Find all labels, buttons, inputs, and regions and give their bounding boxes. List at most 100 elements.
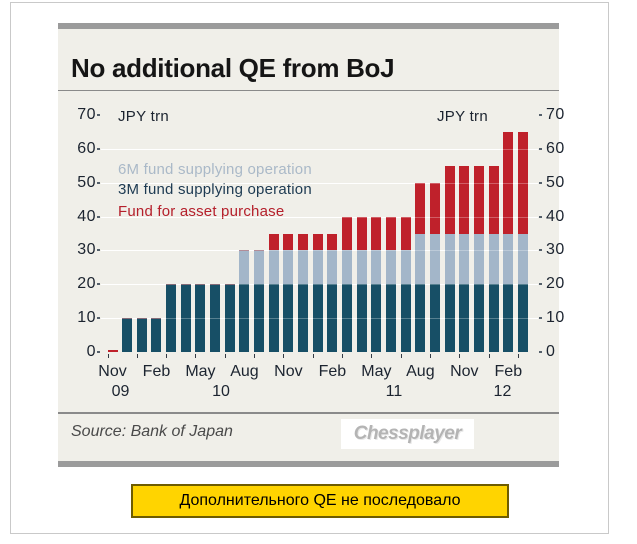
bar-segment-asset — [474, 165, 484, 234]
bar-segment-3m — [503, 284, 514, 352]
legend-item-6m: 6M fund supplying operation — [118, 161, 312, 178]
bar-segment-3m — [386, 284, 397, 352]
bar-aug-11 — [415, 182, 426, 352]
source-text: Source: Bank of Japan — [71, 423, 233, 440]
x-axis-month-feb-15: Feb — [318, 363, 347, 380]
y-tick-right-30 — [539, 249, 542, 252]
x-axis-month-nov-0: Nov — [98, 363, 127, 380]
watermark-logo-text: Chessplayer — [353, 423, 462, 444]
x-axis-month-feb-27: Feb — [494, 363, 523, 380]
bar-segment-3m — [298, 284, 309, 352]
gridline-overlay-30 — [101, 250, 538, 252]
bar-aug-10 — [239, 250, 250, 352]
x-axis-month-nov-12: Nov — [274, 363, 303, 380]
bar-feb-10 — [151, 318, 162, 352]
x-tick-jan-11 — [312, 354, 314, 358]
card-bottom-accent-bar — [58, 461, 559, 467]
x-tick-nov-10 — [283, 354, 285, 358]
y-tick-left-20 — [97, 283, 100, 286]
bar-segment-asset — [283, 233, 294, 251]
footer-divider — [58, 412, 559, 414]
gridline-40 — [101, 216, 538, 218]
bar-segment-3m — [474, 284, 484, 352]
bar-segment-3m — [122, 318, 133, 352]
bar-segment-asset — [327, 233, 338, 251]
bar-segment-3m — [459, 284, 470, 352]
bar-segment-asset — [342, 216, 353, 251]
x-axis-month-may-18: May — [361, 363, 392, 380]
x-axis-month-may-6: May — [185, 363, 216, 380]
caption-text: Дополнительного QE не последовало — [179, 492, 461, 509]
x-axis-year-11: 11 — [385, 383, 403, 400]
y-axis-label-right-70: 70 — [546, 106, 565, 123]
bar-dec-09 — [122, 318, 133, 352]
x-axis-year-10: 10 — [212, 383, 230, 400]
bar-segment-asset — [107, 349, 118, 352]
bar-oct-11 — [444, 165, 455, 352]
y-axis-label-left-70: 70 — [77, 106, 96, 123]
bar-segment-3m — [400, 284, 411, 352]
y-axis-label-right-20: 20 — [546, 275, 565, 293]
x-tick-nov-11 — [459, 354, 461, 358]
y-axis-label-right-60: 60 — [546, 139, 565, 157]
bar-segment-3m — [254, 284, 265, 352]
bar-segment-3m — [430, 284, 441, 352]
y-tick-right-60 — [539, 147, 542, 150]
y-axis-label-left-50: 50 — [77, 173, 96, 191]
y-tick-left-40 — [97, 215, 100, 218]
bar-jul-11 — [400, 216, 411, 352]
bar-may-11 — [371, 216, 382, 352]
x-axis-month-nov-24: Nov — [450, 363, 479, 380]
bar-segment-asset — [430, 182, 441, 234]
bar-segment-3m — [166, 284, 177, 352]
gridline-overlay-20 — [101, 284, 538, 286]
card-top-accent-bar — [58, 23, 559, 29]
x-axis-month-feb-3: Feb — [142, 363, 171, 380]
gridline-overlay-10 — [101, 318, 538, 320]
bar-segment-3m — [136, 318, 147, 352]
bar-segment-3m — [210, 284, 221, 352]
bar-jan-11 — [312, 233, 323, 352]
y-tick-right-0 — [539, 351, 542, 353]
bar-segment-3m — [239, 284, 250, 352]
bar-segment-asset — [488, 165, 499, 234]
bar-segment-6m — [459, 233, 470, 285]
bar-segment-6m — [239, 250, 250, 285]
bar-segment-6m — [444, 233, 455, 285]
bar-segment-6m — [371, 250, 382, 285]
bar-feb-11 — [327, 233, 338, 352]
bar-segment-asset — [312, 233, 323, 251]
bar-segment-asset — [268, 233, 279, 251]
bar-segment-6m — [283, 250, 294, 285]
bar-segment-asset — [415, 182, 426, 234]
legend-item-3m: 3M fund supplying operation — [118, 181, 312, 198]
title-divider — [58, 90, 559, 91]
bar-segment-6m — [342, 250, 353, 285]
bar-segment-6m — [474, 233, 484, 285]
bar-nov-09 — [107, 349, 118, 352]
bar-sep-10 — [254, 250, 265, 352]
bar-segment-3m — [371, 284, 382, 352]
y-tick-right-40 — [539, 215, 542, 218]
x-tick-sep-11 — [430, 354, 432, 358]
x-tick-sep-10 — [254, 354, 256, 358]
bar-segment-6m — [268, 250, 279, 285]
y-axis-label-right-50: 50 — [546, 173, 565, 191]
gridline-60 — [101, 148, 538, 150]
bar-segment-3m — [488, 284, 499, 352]
x-axis-year-12: 12 — [493, 383, 512, 400]
bar-segment-3m — [517, 284, 528, 352]
x-tick-mar-10 — [166, 354, 168, 358]
unit-label-right: JPY trn — [436, 108, 488, 125]
chart-title: No additional QE from BoJ — [71, 53, 395, 83]
bar-segment-3m — [312, 284, 323, 352]
bar-oct-10 — [268, 233, 279, 352]
bar-segment-3m — [342, 284, 353, 352]
bar-jun-10 — [210, 284, 221, 352]
bar-segment-3m — [415, 284, 426, 352]
y-tick-right-20 — [539, 283, 542, 286]
y-axis-label-left-10: 10 — [77, 309, 96, 327]
y-axis-label-right-10: 10 — [546, 309, 565, 327]
x-axis-month-aug-9: Aug — [230, 363, 259, 380]
x-tick-nov-09 — [107, 354, 109, 358]
